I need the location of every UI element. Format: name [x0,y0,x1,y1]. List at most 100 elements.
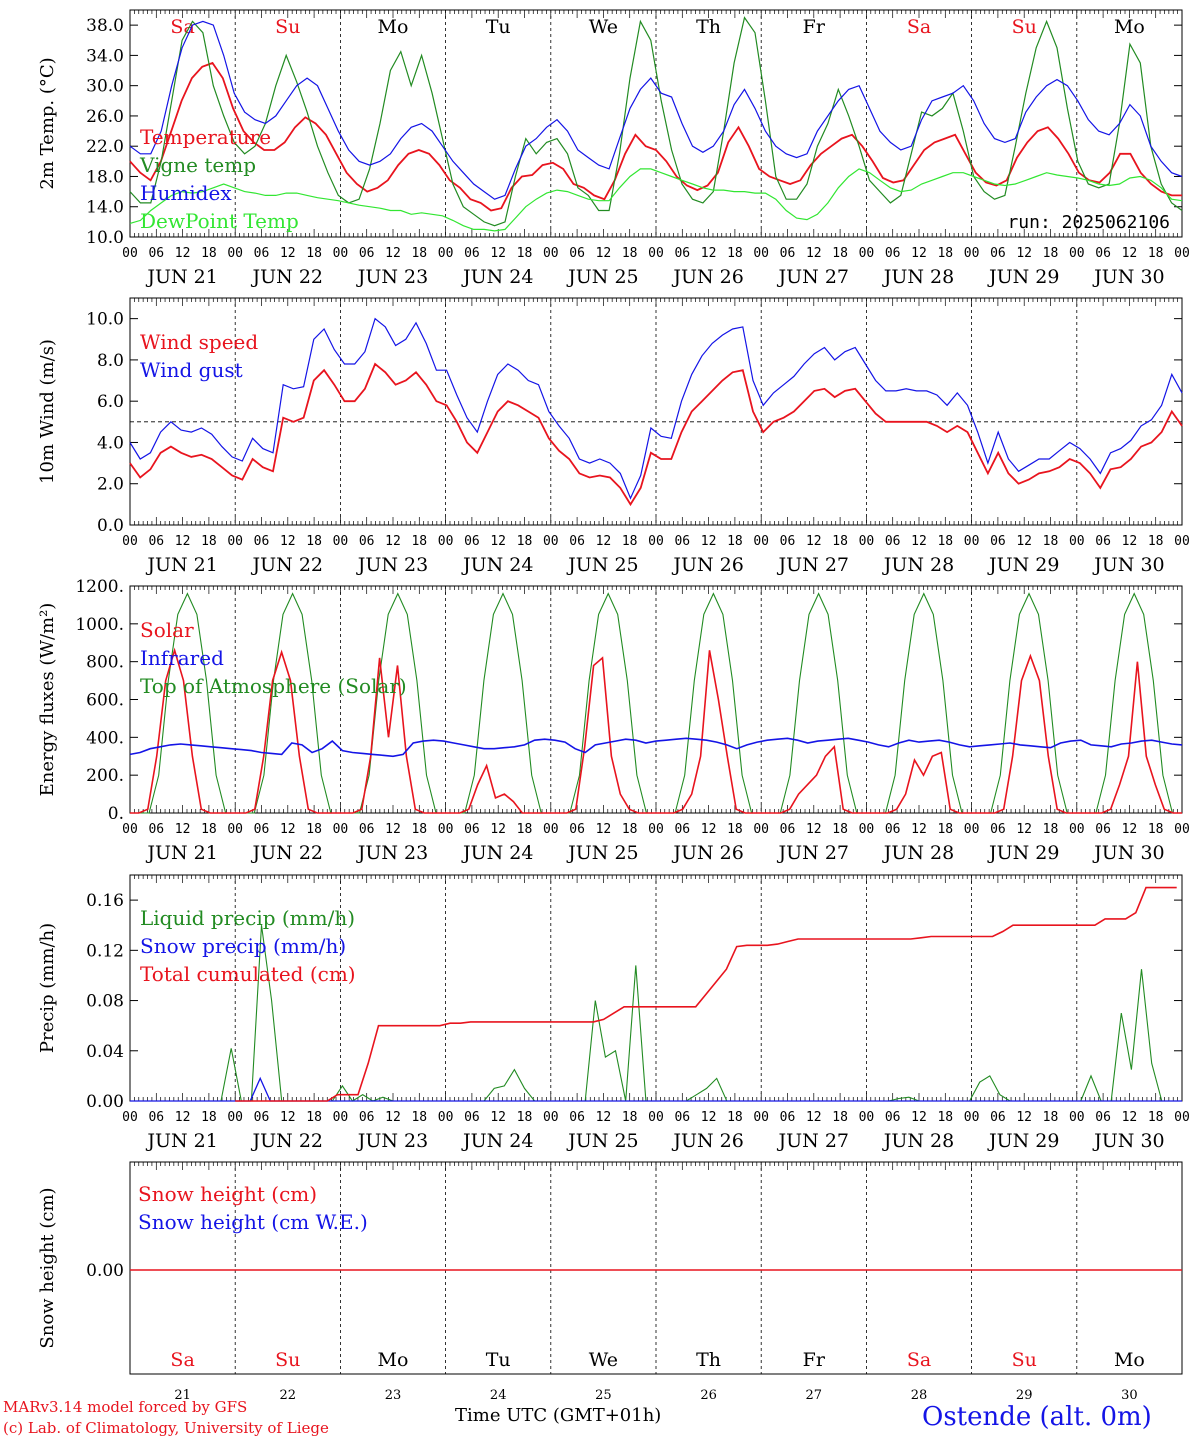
date-label: JUN 27 [777,1130,849,1152]
hour-tick-label: 06 [254,534,270,549]
hour-tick-label: 18 [1148,822,1164,837]
series-line-infrared [129,737,1183,758]
hour-tick-label: 06 [674,822,690,837]
date-label: JUN 24 [461,842,533,864]
hour-tick-label: 06 [569,1110,585,1125]
date-label: JUN 25 [566,554,638,576]
y-axis-label: 10m Wind (m/s) [37,339,58,484]
date-label: JUN 23 [356,554,428,576]
hour-tick-label: 00 [753,822,769,837]
hour-tick-label: 06 [464,534,480,549]
date-label: JUN 23 [356,842,428,864]
date-label: JUN 24 [461,266,533,288]
date-label: JUN 27 [777,554,849,576]
y-tick-label: 14.0 [86,198,124,218]
hour-tick-label: 12 [280,246,296,261]
series-line-top-of-atmosphere-solar- [1076,592,1182,814]
y-tick-label: 800. [86,653,124,673]
hour-tick-label: 18 [727,1110,743,1125]
hour-tick-label: 18 [306,246,322,261]
hour-tick-label: 12 [596,1110,612,1125]
hour-tick-label: 12 [490,246,506,261]
legend-entry: Solar [140,618,194,642]
date-label: JUN 21 [145,554,217,576]
y-axis-label: Precip (mm/h) [37,923,58,1053]
date-label: JUN 26 [671,554,743,576]
hour-tick-label: 12 [385,822,401,837]
hour-tick-label: 06 [674,1110,690,1125]
legend-entry: Total cumulated (cm) [140,962,356,986]
hour-tick-label: 00 [543,534,559,549]
legend-entry: Wind gust [140,358,243,382]
day-abbrev-label: Su [275,1349,300,1371]
hour-tick-label: 18 [727,246,743,261]
hour-tick-label: 00 [753,1110,769,1125]
series-line-total-cumulated-cm- [235,886,1177,1102]
day-abbrev-label: Mo [1114,1349,1145,1371]
hour-tick-label: 00 [859,822,875,837]
series-line-top-of-atmosphere-solar- [340,592,446,814]
hour-tick-label: 18 [937,822,953,837]
hour-tick-label: 18 [201,534,217,549]
hour-tick-label: 00 [859,1110,875,1125]
date-label: JUN 28 [882,1130,954,1152]
y-tick-label: 0.00 [86,1261,124,1281]
hour-tick-label: 12 [280,534,296,549]
hour-tick-label: 06 [990,246,1006,261]
y-tick-label: 34.0 [86,46,124,66]
hour-tick-label: 12 [806,534,822,549]
y-axis-label: Snow height (cm) [37,1187,58,1348]
hour-tick-label: 18 [306,822,322,837]
series-line-top-of-atmosphere-solar- [130,592,236,814]
day-abbrev-label: Su [1012,16,1037,38]
x-axis-2: 00 06 12 18 00 06 12 18 00 06 12 18 00 06 12 18 00 06 12 18… [122,534,1190,576]
hour-tick-label: 12 [1016,1110,1032,1125]
day-abbrev-label: Sa [907,16,931,38]
hour-tick-label: 18 [411,1110,427,1125]
hour-tick-label: 06 [359,822,375,837]
run-annotation: run: 2025062106 [1007,212,1170,233]
legend-entry: Snow height (cm) [138,1182,317,1206]
hour-tick-label: 18 [517,1110,533,1125]
hour-tick-label: 00 [438,822,454,837]
hour-tick-label: 18 [517,246,533,261]
date-label: JUN 24 [461,1130,533,1152]
hour-tick-label: 00 [648,1110,664,1125]
day-number-label: 23 [385,1388,402,1403]
hour-tick-label: 06 [569,822,585,837]
hour-tick-label: 00 [438,1110,454,1125]
day-number-label: 21 [174,1388,191,1403]
y-tick-label: 0.16 [86,891,124,911]
legend-entry: Infrared [140,646,224,670]
hour-tick-label: 18 [517,822,533,837]
hour-tick-label: 00 [648,534,664,549]
hour-tick-label: 06 [780,534,796,549]
hour-tick-label: 18 [201,1110,217,1125]
hour-tick-label: 00 [543,1110,559,1125]
day-number-label: 26 [700,1388,717,1403]
day-abbrev-label: Fr [803,1349,826,1371]
hour-tick-label: 12 [596,246,612,261]
hour-tick-label: 12 [911,822,927,837]
y-tick-label: 200. [86,766,124,786]
hour-tick-label: 18 [201,822,217,837]
day-abbrev-label: Mo [1114,16,1145,38]
hour-tick-label: 06 [674,246,690,261]
legend-entry: Vigne temp [139,153,256,177]
date-label: JUN 27 [777,842,849,864]
hour-tick-label: 18 [411,246,427,261]
y-tick-label: 10.0 [86,228,124,248]
y-tick-label: 0.0 [97,516,124,536]
date-label: JUN 21 [145,842,217,864]
series-line-top-of-atmosphere-solar- [866,592,972,814]
day-abbrev-label: Tu [486,16,511,38]
hour-tick-label: 00 [333,822,349,837]
hour-tick-label: 00 [1069,822,1085,837]
panel-1: 2m Temp. (°C) 10.0 14.0 18.0 22.0 26.0 30.0 34.… [37,9,1183,248]
hour-tick-label: 18 [832,1110,848,1125]
date-label: JUN 30 [1092,266,1164,288]
legend-entry: Humidex [140,181,232,205]
date-label: JUN 24 [461,554,533,576]
hour-tick-label: 12 [701,822,717,837]
